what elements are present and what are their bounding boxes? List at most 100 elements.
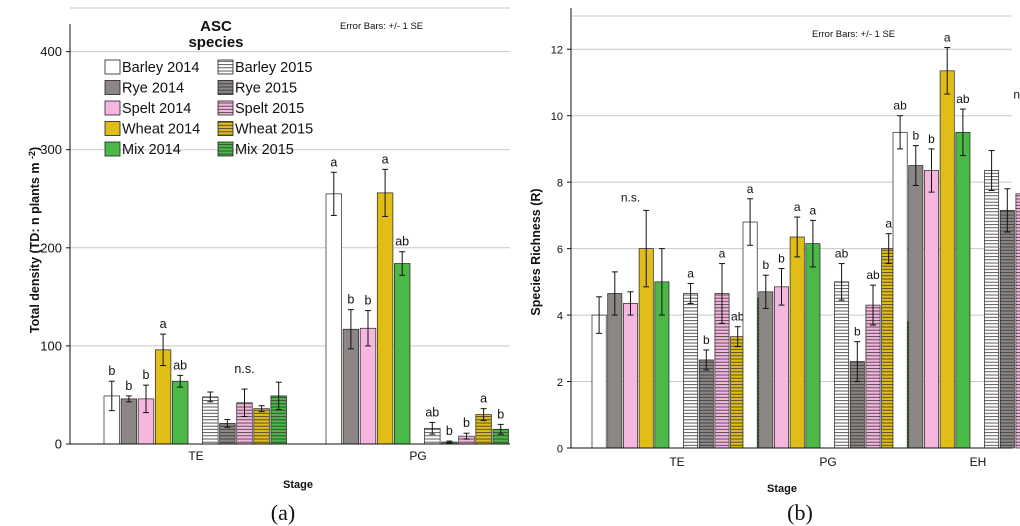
bar-pg-2014-yellow [376,192,394,445]
error-bar [912,145,919,186]
significance-letter: b [912,129,919,143]
error-bar [480,408,487,421]
significance-letter: b [703,333,710,347]
error-bar [207,391,214,403]
y-tick-label: 0 [557,444,563,456]
significance-letter: b [446,424,453,438]
error-bar [108,380,115,412]
significance-letter: a [687,267,694,281]
bar-te-2015-grey [698,359,714,449]
legend-swatch [104,80,121,95]
error-bar [838,263,845,301]
error-bar [687,283,694,304]
significance-letter: ab [395,235,409,249]
legend-swatch [104,59,121,75]
error-bar [241,388,248,418]
panel-a-label: (a) [271,500,295,525]
significance-letter: a [747,182,754,196]
x-tick-label-pg: PG [409,449,426,463]
legend-swatch [104,141,121,157]
error-bar [429,421,436,435]
legend-label: Mix 2014 [122,142,181,158]
legend-item-mix-2014: Mix 2014 [104,141,181,158]
bar-eh-2015-white [984,170,1000,449]
error-bar [611,271,618,316]
legend-item-spelt-2014: Spelt 2014 [104,100,191,117]
error-bar [399,251,406,276]
error-bar [596,296,603,334]
legend-item-mix-2015: Mix 2015 [217,141,294,158]
legend-item-rye-2015: Rye 2015 [217,80,297,97]
legend-item-barley-2014: Barley 2014 [104,59,199,76]
bar-pg-2015-white [834,281,850,449]
error-bar [160,333,167,367]
legend-swatch [104,121,121,136]
y-tick-label: 100 [40,338,62,353]
significance-letter: ab [893,99,907,113]
legend-label: Spelt 2014 [122,101,191,117]
error-bar [870,284,876,326]
bar-eh-2014-pink [924,170,939,449]
error-bar [885,233,892,265]
error-bar [258,405,265,413]
y-tick-label: 8 [557,178,563,190]
significance-letter: ab [425,405,439,419]
significance-letter: a [330,155,337,169]
legend-swatch [217,80,234,95]
bar-pg-2014-green [394,263,411,445]
x-tick-label-eh: EH [970,455,987,469]
significance-letter: b [108,364,115,378]
panel-a-y-axis-label: Total density (TD: n plants m -2) [27,147,42,333]
error-bar [275,381,282,411]
panel-a-x-tick-labels: TE PG [188,449,426,463]
error-bar [643,209,650,288]
legend-item-wheat-2014: Wheat 2014 [104,121,200,138]
error-bar [658,248,665,316]
error-bar [809,219,816,268]
error-bar [854,341,861,383]
block-significance-label: n.s. [234,362,254,376]
significance-letter: a [794,200,801,214]
bar-eh-2014-grey [908,165,924,449]
panel-b-error-note: Error Bars: +/- 1 SE [812,29,895,40]
bar-te-2014-grey [607,293,623,449]
significance-letter: a [160,317,167,331]
error-bar [177,374,184,388]
significance-letter: b [854,325,861,339]
bar-pg-2014-white [325,193,342,445]
bar-eh-2014-yellow [939,70,955,449]
legend-label: Rye 2014 [122,81,184,97]
panel-b-label: (b) [787,500,813,525]
significance-letter: b [762,258,769,272]
bar-te-2015-white [683,293,699,449]
error-bar [1004,188,1011,233]
legend-item-barley-2015: Barley 2015 [217,59,312,76]
bar-pg-2014-white [742,221,758,449]
legend-label: Mix 2015 [235,142,294,158]
legend-swatch [217,141,234,157]
error-bar [446,440,453,444]
y-tick-label: 2 [557,377,563,389]
error-bar [734,326,741,348]
bar-pg-2014-grey [758,291,774,449]
panel-a-legend: Barley 2014 Rye 2014 Spelt 2014 Wheat 2014 M… [104,59,313,158]
significance-letter: b [365,294,372,308]
error-bar [224,418,231,428]
error-bar [497,423,504,435]
legend-swatch [104,100,121,116]
y-tick-label: 6 [557,244,563,256]
bar-pg-2014-yellow [789,236,805,449]
legend-label: Barley 2014 [122,60,199,76]
significance-letter: b [778,252,785,266]
legend-label: Rye 2015 [235,81,297,97]
bar-pg-2014-pink [774,286,789,449]
significance-letter: a [810,203,817,217]
error-bar [330,171,337,216]
y-tick-label: 10 [551,111,563,123]
error-bar [125,395,132,403]
significance-letter: a [480,392,487,406]
error-bar [719,263,725,324]
y-tick-label: 0 [55,437,62,452]
bar-eh-2014-white [892,131,908,449]
